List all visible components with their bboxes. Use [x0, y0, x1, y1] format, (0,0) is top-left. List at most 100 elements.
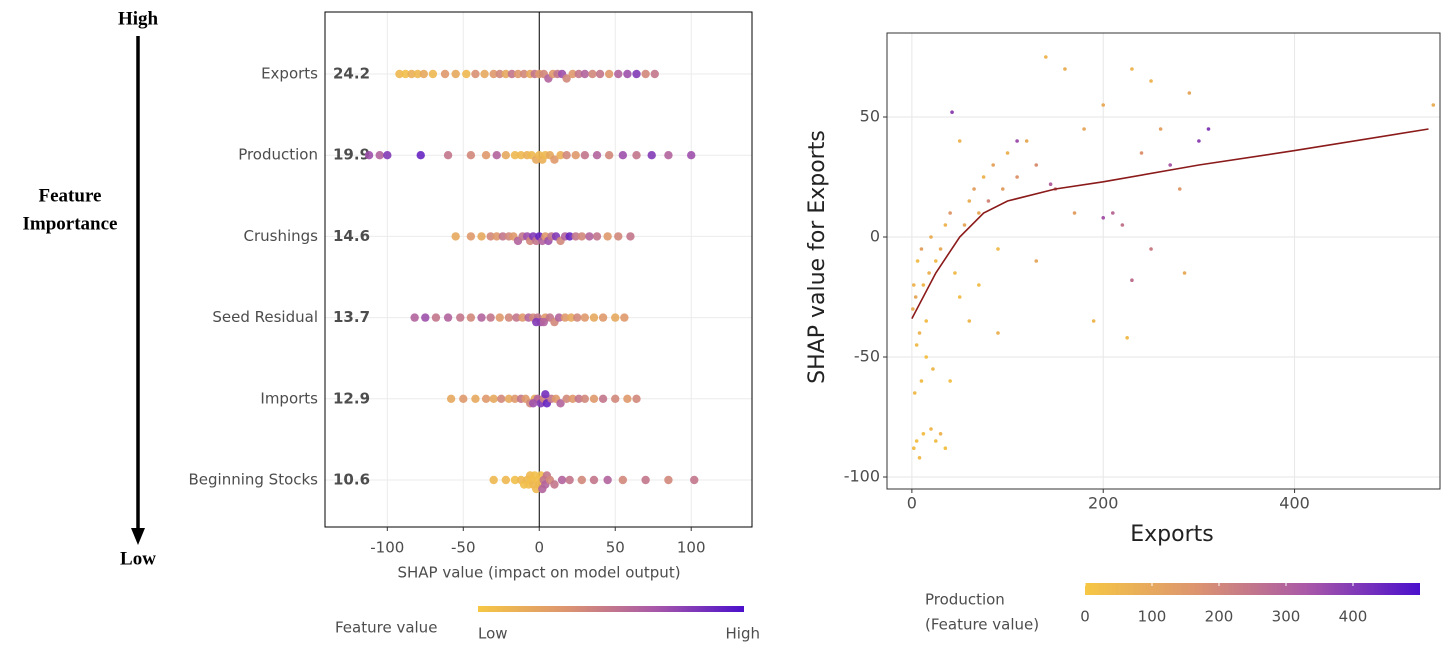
dot	[641, 475, 650, 485]
dot	[550, 480, 559, 489]
dot	[480, 69, 489, 79]
dot	[632, 151, 641, 160]
dot	[592, 151, 602, 160]
colorbar-tick-label: Low	[478, 625, 508, 643]
y-tick-label: -50	[854, 347, 880, 366]
dot	[566, 313, 576, 322]
point	[1048, 182, 1053, 186]
dot	[598, 394, 608, 403]
dot	[611, 313, 620, 322]
importance-label: Feature	[39, 185, 102, 206]
dot	[510, 151, 520, 160]
point	[1120, 223, 1125, 227]
dot	[541, 390, 550, 399]
dot	[510, 394, 520, 403]
point	[1015, 139, 1019, 143]
point	[924, 355, 929, 359]
dot	[539, 317, 549, 327]
point	[921, 432, 926, 436]
point	[972, 187, 976, 191]
dot	[571, 232, 580, 241]
category-label: Crushings	[244, 227, 319, 245]
dot	[580, 151, 590, 160]
point	[1139, 151, 1144, 155]
dot	[588, 69, 597, 79]
point	[1182, 271, 1187, 275]
importance-value: 10.6	[333, 471, 370, 489]
y-tick-label: 0	[870, 227, 880, 246]
dot	[562, 74, 571, 83]
point	[1130, 278, 1134, 283]
dot	[516, 151, 526, 160]
plot-border	[324, 11, 753, 528]
importance-value: 12.9	[333, 389, 370, 407]
dot	[589, 475, 599, 485]
dot	[440, 69, 450, 79]
point	[991, 163, 995, 167]
point	[1206, 127, 1211, 131]
dot	[510, 475, 520, 485]
point	[917, 456, 922, 460]
dot	[419, 69, 428, 79]
dot	[571, 151, 580, 160]
dot	[603, 475, 612, 485]
dot	[501, 151, 511, 160]
importance-value: 24.2	[333, 65, 370, 83]
point	[948, 211, 952, 215]
colorbar-tick-label: 400	[1339, 608, 1368, 626]
dot	[577, 232, 587, 241]
dot	[407, 69, 416, 79]
dot	[573, 313, 582, 322]
dot	[492, 151, 501, 160]
dot	[486, 313, 495, 322]
point	[1063, 67, 1067, 71]
point	[977, 283, 981, 287]
dot	[528, 399, 538, 408]
x-tick-label: 0	[534, 539, 544, 557]
dot	[481, 394, 491, 403]
point	[933, 439, 938, 443]
point	[1187, 91, 1192, 95]
y-tick-label: 50	[860, 107, 880, 126]
point	[1044, 55, 1048, 59]
dot	[416, 151, 425, 160]
dot	[690, 475, 699, 485]
dot	[471, 69, 480, 79]
x-tick-label: 100	[677, 539, 706, 557]
point	[938, 247, 943, 251]
dot	[604, 151, 614, 160]
dot	[462, 69, 471, 79]
dot	[513, 69, 523, 79]
dot	[375, 151, 384, 160]
point	[912, 391, 917, 395]
colorbar-tick-label: 0	[1080, 608, 1090, 626]
colorbar-tick-label: High	[726, 625, 760, 643]
panel	[887, 33, 1440, 489]
x-tick-label: -100	[370, 539, 404, 557]
colorbar	[478, 606, 744, 612]
point	[1034, 163, 1039, 167]
point	[967, 199, 972, 203]
point	[914, 439, 919, 443]
y-tick-label: -100	[844, 467, 880, 486]
dot	[486, 232, 495, 241]
dot	[443, 313, 453, 322]
dot	[614, 69, 623, 79]
importance-high: High	[118, 8, 159, 29]
dot	[364, 151, 374, 160]
dot	[495, 313, 504, 322]
dot	[451, 69, 460, 79]
point	[1000, 187, 1005, 191]
colorbar	[1085, 583, 1420, 595]
colorbar-tick-label: 200	[1205, 608, 1234, 626]
point	[996, 247, 1000, 251]
dot	[383, 151, 392, 160]
point	[911, 446, 916, 451]
importance-value: 14.6	[333, 227, 370, 245]
dot	[459, 394, 468, 403]
point	[913, 295, 918, 299]
colorbar-title: (Feature value)	[925, 616, 1039, 634]
colorbar-title: Feature value	[335, 619, 437, 637]
dot	[664, 151, 673, 160]
